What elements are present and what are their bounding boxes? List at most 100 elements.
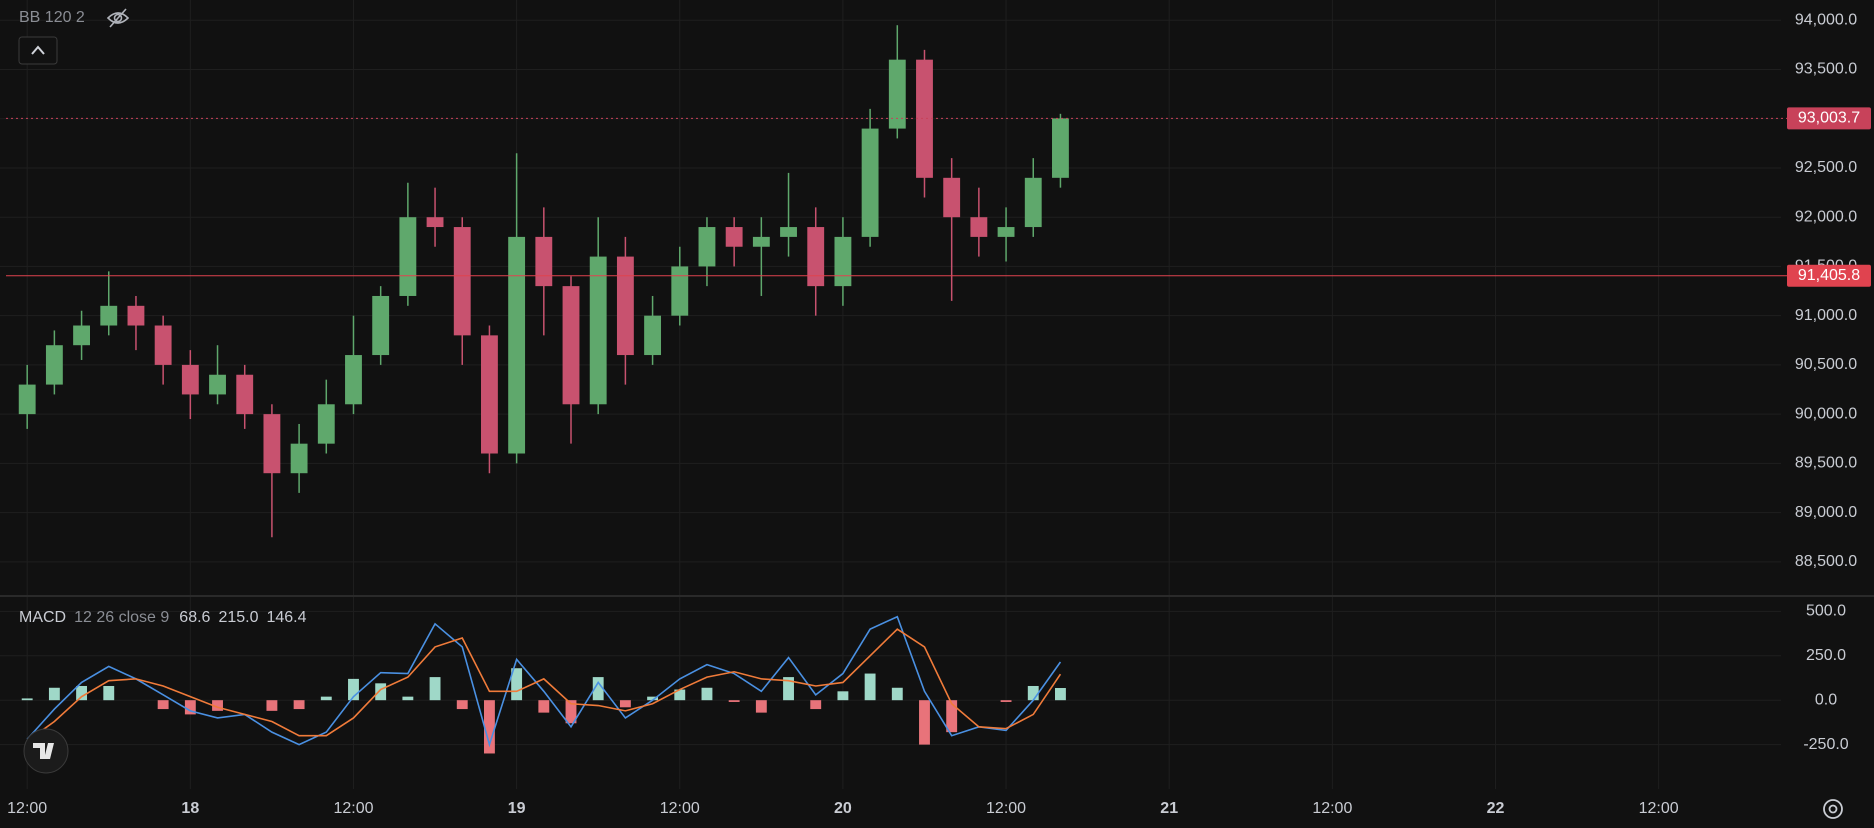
candle-body	[807, 227, 825, 287]
histogram-bar	[728, 700, 740, 702]
price-tag	[1787, 264, 1871, 287]
x-tick-label: 21	[1160, 800, 1178, 817]
candle-body	[426, 217, 444, 228]
macd-params: 12 26 close 9	[74, 609, 169, 626]
candle-body	[644, 315, 662, 356]
histogram-bar	[783, 677, 794, 701]
x-tick-label: 20	[834, 800, 852, 817]
histogram-bar	[157, 700, 169, 710]
histogram-bar	[266, 700, 278, 711]
histogram-bar	[48, 687, 60, 701]
candle-body	[780, 227, 797, 237]
y-tick-label: 90,500.0	[1795, 356, 1857, 373]
candle-body	[725, 227, 743, 247]
settings-icon[interactable]	[1823, 799, 1843, 819]
candle-body	[888, 59, 906, 129]
candle-body	[508, 236, 526, 454]
candle-body	[861, 128, 879, 237]
candle-body	[752, 236, 770, 247]
candle-body	[916, 59, 933, 178]
candle-body	[671, 266, 689, 316]
price-tag-label: 91,405.8	[1798, 267, 1860, 284]
marks	[6, 25, 1787, 754]
collapse-button[interactable]	[18, 36, 58, 65]
histogram-bar	[919, 700, 930, 745]
price-tag	[1787, 107, 1871, 130]
x-tick-label: 19	[508, 800, 526, 817]
histogram-bar	[755, 700, 767, 713]
y-tick-label: 92,500.0	[1795, 159, 1857, 176]
histogram-bar	[1000, 700, 1012, 702]
histogram-bar	[483, 700, 495, 754]
x-tick-label: 12:00	[333, 800, 373, 817]
macd-legend: MACD 12 26 close 9 68.6 215.0 146.4	[19, 609, 307, 626]
candle-body	[535, 236, 553, 287]
histogram-bar	[429, 677, 441, 701]
candle-body	[181, 364, 199, 395]
y-tick-label: 500.0	[1806, 603, 1846, 620]
x-tick-label: 22	[1487, 800, 1505, 817]
x-tick-label: 12:00	[660, 800, 700, 817]
histogram-bar	[837, 691, 849, 701]
histogram-bar	[891, 687, 903, 701]
histogram-bar	[76, 685, 88, 701]
candle-body	[698, 227, 716, 267]
histogram-bar	[701, 687, 713, 701]
candle-body	[997, 227, 1015, 237]
candle-body	[18, 384, 36, 415]
candle-body	[209, 374, 226, 395]
hide-indicator-icon[interactable]	[106, 8, 130, 28]
y-tick-label: 91,000.0	[1795, 307, 1857, 324]
candle-body	[834, 236, 852, 287]
histogram-bar	[320, 696, 332, 701]
histogram-bar	[511, 668, 523, 701]
histogram-bar	[565, 700, 577, 724]
tradingview-logo[interactable]	[23, 728, 69, 774]
candle-body	[943, 177, 961, 218]
histogram-bar	[592, 677, 604, 701]
candle-body	[453, 227, 471, 336]
macd-title: MACD	[19, 609, 66, 626]
y-tick-label: 94,000.0	[1795, 12, 1857, 29]
candle-body	[562, 286, 580, 405]
macd-line	[26, 628, 1062, 742]
candle-body	[154, 325, 172, 365]
histogram-bar	[456, 700, 468, 710]
histogram-bar	[619, 700, 631, 708]
candle-body	[317, 404, 335, 444]
indicator-label: BB 120 2	[19, 9, 85, 26]
y-tick-label: 89,500.0	[1795, 455, 1857, 472]
histogram-bar	[1055, 688, 1066, 701]
histogram-bar	[184, 700, 196, 715]
candle-body	[399, 217, 417, 296]
histogram-bar	[402, 696, 414, 701]
histogram-bar	[103, 685, 115, 701]
histogram-bar	[348, 678, 359, 701]
histogram-bar	[293, 700, 305, 710]
histogram-bar	[1027, 685, 1039, 701]
candle-body	[1024, 177, 1042, 228]
y-tick-label: 90,000.0	[1795, 405, 1857, 422]
histogram-bar	[674, 689, 686, 701]
candle-body	[73, 325, 91, 346]
candle-body	[127, 305, 145, 326]
candle-body	[236, 374, 254, 415]
x-tick-label: 18	[181, 800, 199, 817]
macd-line	[26, 615, 1062, 748]
y-tick-label: 93,500.0	[1795, 61, 1857, 78]
histogram-bar	[212, 700, 223, 711]
candle-body	[290, 443, 308, 474]
x-tick-label: 12:00	[1312, 800, 1352, 817]
candle-body	[100, 305, 118, 326]
candle-body	[263, 414, 281, 474]
histogram-bar	[864, 673, 876, 701]
y-tick-label: 89,000.0	[1795, 504, 1857, 521]
histogram-bar	[946, 700, 958, 733]
x-tick-label: 12:00	[1639, 800, 1679, 817]
candle-body	[45, 345, 63, 385]
y-tick-label: 250.0	[1806, 647, 1846, 664]
x-tick-label: 12:00	[7, 800, 47, 817]
legend-value: 215.0	[218, 609, 258, 626]
